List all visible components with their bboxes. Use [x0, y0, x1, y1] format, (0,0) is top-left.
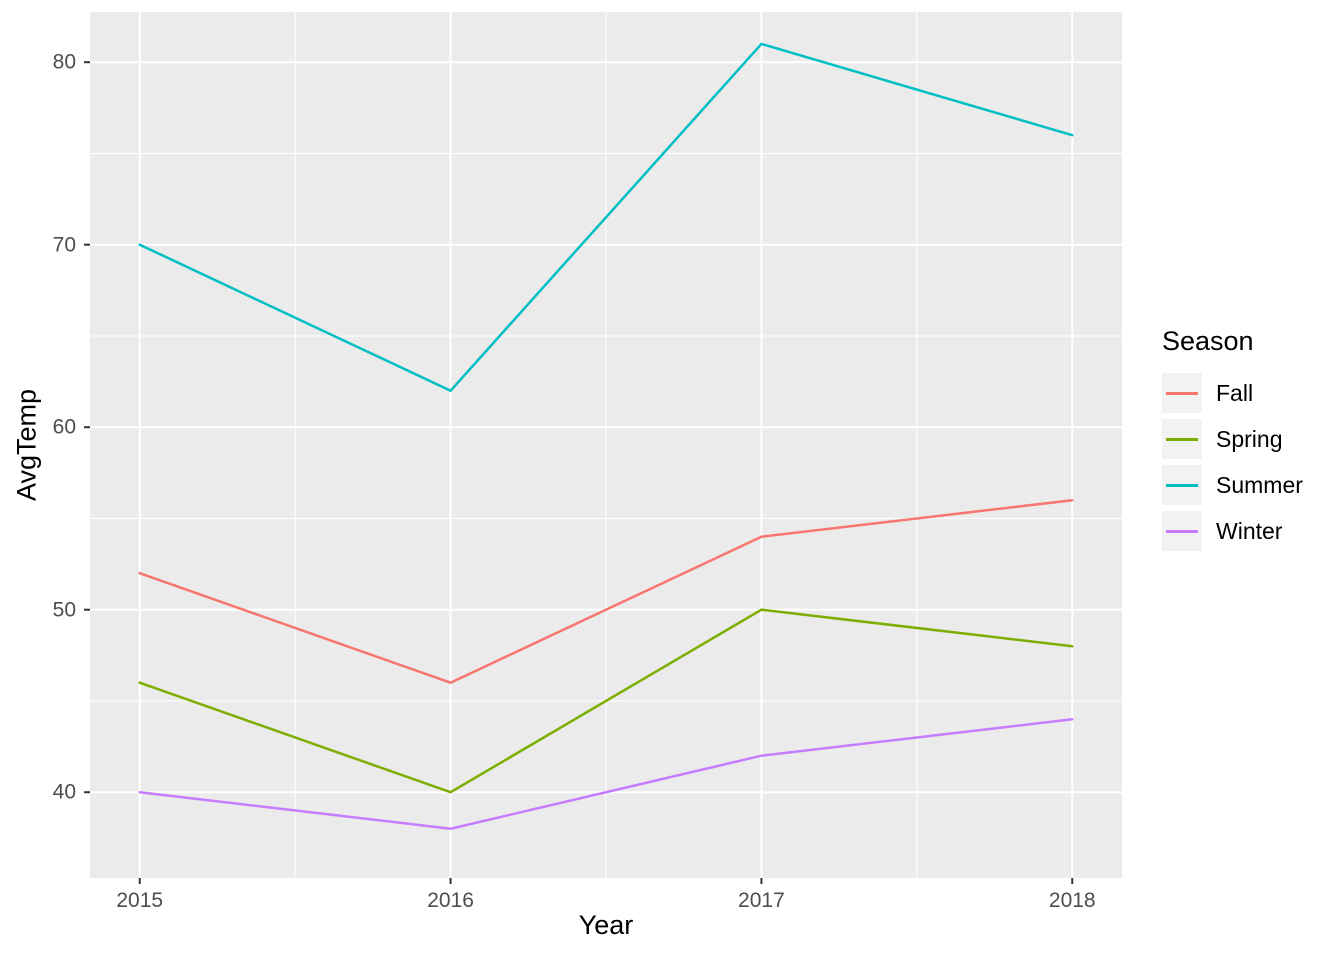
legend-entries: Fall Spring Summer Winter	[1162, 373, 1303, 551]
legend-line-swatch-icon	[1166, 529, 1198, 533]
legend-line-swatch-icon	[1166, 437, 1198, 441]
legend-entry-summer: Summer	[1162, 465, 1303, 505]
y-tick-label: 50	[52, 598, 76, 622]
series-line-spring	[138, 608, 1074, 794]
series-line-winter	[138, 717, 1074, 830]
legend: Season Fall Spring Summer Winter	[1162, 326, 1303, 557]
y-axis-title: AvgTemp	[11, 388, 42, 502]
legend-key-line-icon	[1162, 419, 1202, 459]
x-tick-label: 2015	[116, 889, 164, 912]
legend-line-swatch-icon	[1166, 483, 1198, 487]
legend-entry-spring: Spring	[1162, 419, 1303, 459]
y-tick-label: 40	[52, 780, 76, 804]
y-tick-label: 80	[52, 50, 76, 74]
x-tick-label: 2017	[738, 889, 785, 912]
legend-key-line-icon	[1162, 373, 1202, 413]
x-axis-title: Year	[578, 910, 634, 940]
legend-title: Season	[1162, 326, 1254, 356]
y-tick-label: 70	[52, 233, 76, 257]
legend-entry-fall: Fall	[1162, 373, 1303, 413]
legend-key-line-icon	[1162, 511, 1202, 551]
series-line-summer	[138, 42, 1074, 392]
legend-label: Summer	[1216, 471, 1303, 498]
legend-entry-winter: Winter	[1162, 511, 1303, 551]
x-tick-label: 2016	[427, 889, 474, 912]
x-tick-label: 2018	[1048, 889, 1096, 912]
legend-line-swatch-icon	[1166, 391, 1198, 395]
legend-label: Winter	[1216, 517, 1283, 544]
series-line-fall	[138, 498, 1074, 684]
legend-label: Spring	[1216, 425, 1283, 452]
legend-key-line-icon	[1162, 465, 1202, 505]
y-tick-label: 60	[52, 415, 76, 439]
legend-label: Fall	[1216, 379, 1254, 406]
